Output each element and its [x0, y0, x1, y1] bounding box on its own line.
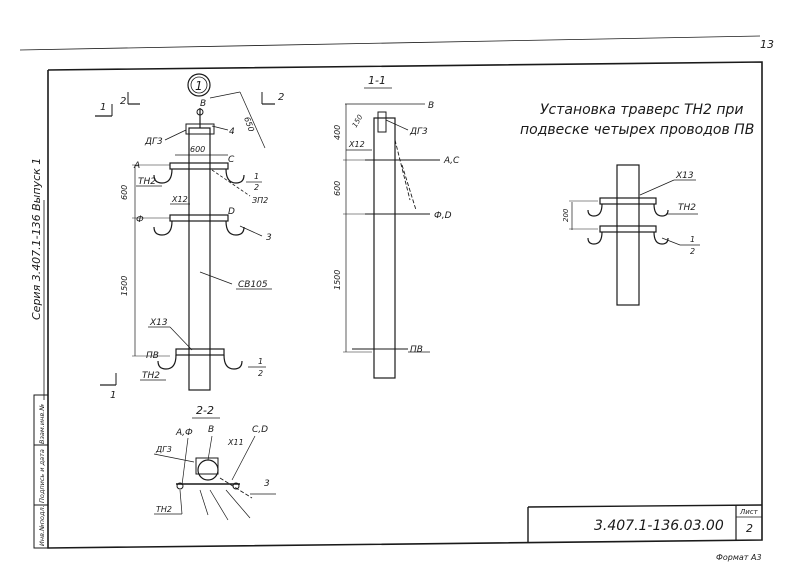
- s11-dim-600: 600: [333, 181, 342, 196]
- stamp-inv: Инв.№подл.: [38, 505, 46, 546]
- s22-label-cd: С,D: [252, 425, 268, 435]
- right-view: Х13 ТН2 200 1 2: [562, 164, 700, 306]
- s11-label-ac: А,С: [443, 156, 460, 166]
- left-dim-600: 600: [120, 185, 129, 200]
- s11-label-pv: ПВ: [410, 345, 423, 355]
- s11-dim-1500: 1500: [333, 270, 342, 290]
- s11-dim-150: 150: [351, 113, 365, 129]
- bottom-traverse: [175, 348, 225, 356]
- left-label-1-bottom: 1: [258, 357, 263, 366]
- section-2-2-title: 2-2: [196, 404, 214, 417]
- cut-label-1-top: 1: [100, 102, 106, 113]
- left-label-x12: Х12: [171, 195, 188, 204]
- title-block: 3.407.1-136.03.00 Лист 2: [527, 504, 763, 542]
- trim-line: [19, 35, 761, 51]
- s22-label-x11: Х11: [227, 438, 244, 447]
- series-label: Серия 3.407.1-136 Выпуск 1: [30, 158, 43, 320]
- pole-sv105: [188, 127, 211, 391]
- s11-label-v: В: [428, 101, 434, 111]
- s11-dim-400: 400: [333, 125, 342, 140]
- left-label-3: 3: [266, 233, 272, 243]
- s11-label-dg3: ДГ3: [409, 127, 428, 137]
- left-label-2-top: 2: [254, 183, 259, 192]
- right-upper-traverse: [599, 197, 657, 205]
- left-dim-650: 650: [242, 116, 256, 133]
- left-label-x13: Х13: [149, 318, 168, 328]
- left-view: 1 1 2 2 1 В ДГ3 4 650 600 А С: [95, 73, 284, 401]
- left-label-th2-top: ТН2: [138, 177, 156, 187]
- s22-label-th2: ТН2: [156, 505, 172, 514]
- right-label-2: 2: [690, 247, 695, 256]
- s11-label-x12: Х12: [348, 140, 365, 149]
- left-label-v: В: [200, 99, 206, 109]
- right-lower-traverse: [599, 225, 657, 233]
- left-label-pv: ПВ: [146, 351, 159, 361]
- section-2-2: 2-2 А,Ф В С,D ДГ3 Х11 3 ТН2: [153, 404, 276, 521]
- cut-label-2-left: 2: [120, 96, 126, 107]
- left-label-zp2: ЗП2: [252, 196, 268, 205]
- s22-pole-section: [197, 459, 219, 481]
- right-pole: [616, 164, 640, 306]
- stamp-vzam: Взам.инв.№: [38, 404, 46, 444]
- right-dim-200: 200: [562, 208, 570, 222]
- s11-label-phid: Ф,D: [434, 211, 452, 221]
- left-label-dg3: ДГ3: [144, 137, 163, 147]
- left-dim-1500: 1500: [120, 276, 129, 296]
- title-line-2: подвеске четырех проводов ПВ: [520, 122, 754, 138]
- side-stamp: Взам.инв.№ Подпись и дата Инв.№подл.: [33, 394, 49, 549]
- middle-traverse: [169, 214, 229, 222]
- title-sheet-number: 2: [746, 522, 753, 535]
- drawing-frame: [47, 61, 763, 549]
- cut-label-1-bottom: 1: [110, 390, 116, 401]
- upper-traverse: [169, 162, 229, 170]
- section-1-1-pole: [373, 117, 396, 379]
- title-sheet-label: Лист: [739, 508, 759, 516]
- cut-label-2-right: 2: [278, 92, 284, 103]
- title-doc-code: 3.407.1-136.03.00: [594, 518, 724, 534]
- section-1-1-title: 1-1: [368, 74, 386, 87]
- left-label-4: 4: [229, 127, 235, 137]
- left-label-600: 600: [190, 145, 205, 154]
- left-label-phi: Ф: [136, 215, 144, 225]
- section-1-1: 1-1 В ДГ3 400 150 600 1500 Х12 А,С Ф,D П…: [333, 74, 460, 379]
- left-label-a: А: [133, 161, 140, 171]
- left-label-th2-bottom: ТН2: [142, 371, 160, 381]
- stamp-podpis: Подпись и дата: [38, 449, 46, 503]
- s22-label-3: 3: [264, 479, 270, 489]
- title-line-1: Установка траверс ТН2 при: [540, 102, 744, 118]
- s22-label-dg3: ДГ3: [155, 445, 172, 454]
- right-label-x13: Х13: [675, 171, 694, 181]
- s22-label-v: В: [208, 425, 214, 435]
- footer-format: Формат А3: [716, 553, 762, 562]
- right-label-th2: ТН2: [678, 203, 696, 213]
- left-label-d: D: [228, 207, 235, 217]
- s22-label-aphi: А,Ф: [175, 428, 193, 438]
- right-label-1: 1: [690, 235, 695, 244]
- left-label-2-bottom: 2: [258, 369, 263, 378]
- view-marker-number: 1: [195, 79, 203, 93]
- left-label-c: С: [228, 155, 235, 165]
- left-label-1-top: 1: [254, 172, 259, 181]
- view-marker-circle: [187, 73, 211, 97]
- sheet-corner-number: 13: [760, 38, 774, 51]
- left-label-sv105: СВ105: [238, 280, 268, 290]
